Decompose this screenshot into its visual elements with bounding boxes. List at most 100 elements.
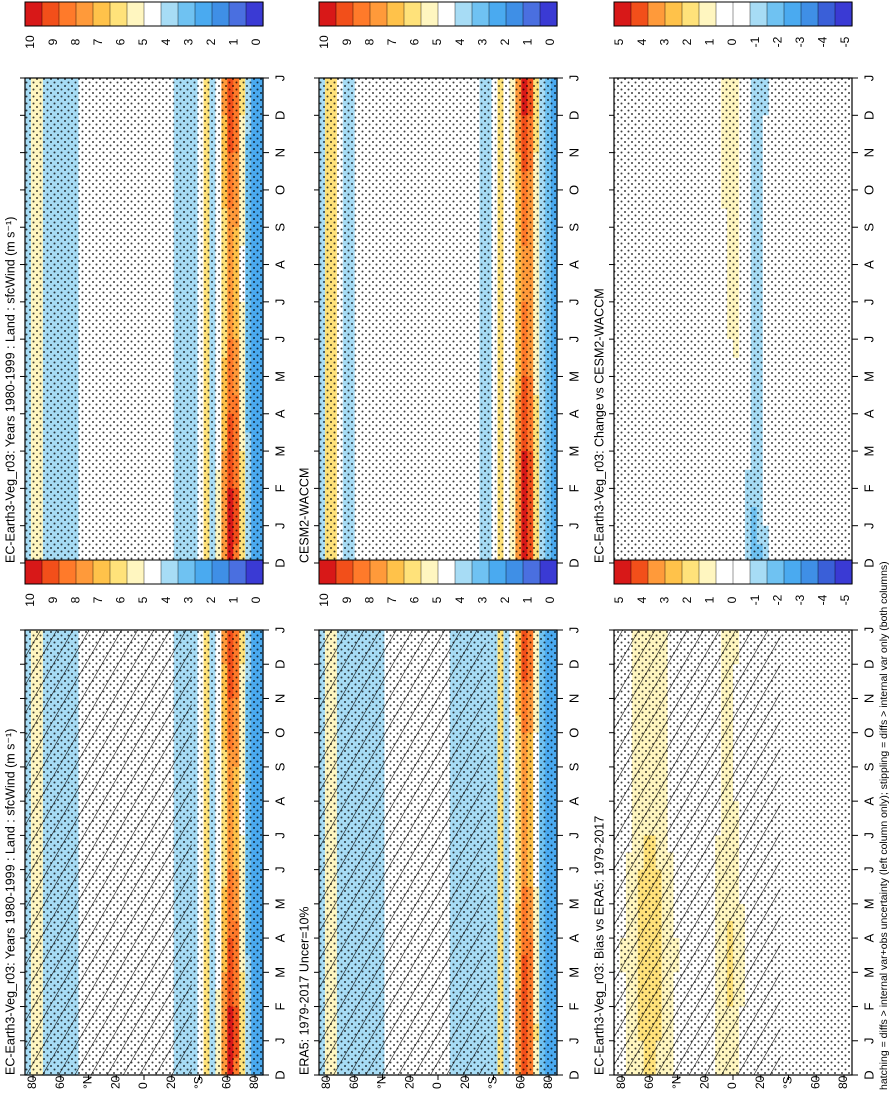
month-label: J bbox=[566, 336, 581, 343]
colorbar-swatch bbox=[75, 559, 94, 585]
month-label: J bbox=[861, 75, 876, 82]
colorbar-swatch bbox=[109, 559, 128, 585]
month-label: M bbox=[861, 371, 876, 382]
panel-change: DJFMAMJJASONDJ8060°N20020°S6080EC-Earth3… bbox=[592, 1, 876, 577]
colorbar-swatch bbox=[211, 559, 230, 585]
colorbar-swatch bbox=[318, 1, 337, 27]
hatching-overlay bbox=[25, 630, 192, 1075]
colorbar-label: 1 bbox=[227, 596, 241, 603]
month-label: M bbox=[566, 371, 581, 382]
month-label: O bbox=[861, 185, 876, 195]
month-label: J bbox=[272, 522, 287, 529]
colorbar-swatch bbox=[698, 1, 717, 27]
colorbar-label: 1 bbox=[703, 38, 717, 45]
month-label: F bbox=[272, 1003, 287, 1011]
colorbar-frame bbox=[318, 1, 558, 27]
month-label: M bbox=[861, 446, 876, 457]
month-label: N bbox=[272, 148, 287, 157]
colorbar-swatch bbox=[664, 1, 683, 27]
colorbar-swatch bbox=[369, 1, 388, 27]
colorbar-swatch bbox=[817, 1, 836, 27]
month-label: A bbox=[272, 409, 287, 418]
lat-label: 20 bbox=[164, 1075, 178, 1089]
panel-title: EC-Earth3-Veg_r03: Years 1980-1999 : Lan… bbox=[3, 729, 17, 1075]
colorbar-swatch bbox=[177, 559, 196, 585]
colorbar-swatch bbox=[454, 1, 473, 27]
colorbar-swatch bbox=[437, 1, 456, 27]
colorbar-swatch bbox=[732, 1, 751, 27]
colorbar-label: 6 bbox=[408, 38, 422, 45]
month-label: D bbox=[566, 558, 581, 567]
colorbar-label: 9 bbox=[46, 38, 60, 45]
panel-cesm2: DJFMAMJJASONDJ8060°N20020°S6080CESM2-WAC… bbox=[297, 1, 581, 577]
month-label: M bbox=[272, 967, 287, 978]
month-label: F bbox=[272, 484, 287, 492]
colorbar-label: -4 bbox=[816, 36, 830, 47]
colorbar-label: 2 bbox=[498, 38, 512, 45]
month-label: O bbox=[566, 185, 581, 195]
month-label: S bbox=[272, 762, 287, 771]
colorbar-label: 10 bbox=[23, 35, 37, 49]
colorbar-label: -1 bbox=[748, 36, 762, 47]
colorbar-label: 0 bbox=[543, 38, 557, 45]
month-label: J bbox=[272, 627, 287, 634]
colorbar-swatch bbox=[681, 1, 700, 27]
month-label: S bbox=[272, 223, 287, 232]
month-label: A bbox=[272, 260, 287, 269]
colorbar-label: 5 bbox=[612, 38, 626, 45]
colorbar-label: 9 bbox=[46, 596, 60, 603]
colorbar-swatch bbox=[58, 559, 77, 585]
month-label: J bbox=[272, 299, 287, 306]
colorbar-label: 3 bbox=[475, 38, 489, 45]
lat-label: °S bbox=[192, 1076, 206, 1089]
colorbar-label: 3 bbox=[181, 596, 195, 603]
month-label: M bbox=[272, 898, 287, 909]
month-label: D bbox=[272, 1070, 287, 1079]
colorbar-swatch bbox=[715, 1, 734, 27]
colorbar-label: 10 bbox=[317, 35, 331, 49]
colorbar-swatch bbox=[24, 559, 43, 585]
lat-label: 80 bbox=[25, 1075, 39, 1089]
colorbar: 10 9 8 7 6 5 4 3 2 1 0 bbox=[23, 1, 264, 49]
stippling-overlay bbox=[25, 78, 263, 563]
month-label: J bbox=[861, 336, 876, 343]
stippling-overlay bbox=[319, 78, 557, 563]
month-label: J bbox=[861, 522, 876, 529]
month-label: D bbox=[272, 660, 287, 669]
colorbar-swatch bbox=[800, 1, 819, 27]
colorbar-swatch bbox=[177, 1, 196, 27]
month-label: J bbox=[272, 75, 287, 82]
month-label: A bbox=[566, 260, 581, 269]
colorbar-swatch bbox=[539, 1, 558, 27]
colorbar: 10 9 8 7 6 5 4 3 2 1 0 bbox=[317, 1, 558, 49]
colorbar-label: 7 bbox=[385, 38, 399, 45]
colorbar-label: 5 bbox=[136, 38, 150, 45]
month-label: J bbox=[272, 1038, 287, 1045]
colorbar-swatch bbox=[783, 1, 802, 27]
colorbar-label: 8 bbox=[362, 38, 376, 45]
colorbar-swatch bbox=[75, 1, 94, 27]
colorbar-swatch bbox=[505, 1, 524, 27]
colorbar-swatch bbox=[647, 1, 666, 27]
colorbar-swatch bbox=[41, 559, 60, 585]
colorbar-label: 4 bbox=[159, 38, 173, 45]
colorbar-label: 4 bbox=[159, 596, 173, 603]
lat-label: 60 bbox=[53, 1075, 67, 1089]
colorbar-swatch bbox=[109, 1, 128, 27]
colorbar-label: 0 bbox=[249, 596, 263, 603]
colorbar-swatch bbox=[211, 1, 230, 27]
month-label: N bbox=[272, 694, 287, 703]
month-label: J bbox=[272, 336, 287, 343]
colorbar-swatch bbox=[228, 559, 247, 585]
colorbar-label: 0 bbox=[725, 38, 739, 45]
colorbar-label: 5 bbox=[136, 596, 150, 603]
colorbar-label: 3 bbox=[657, 38, 671, 45]
colorbar-label: 2 bbox=[204, 38, 218, 45]
colorbar-swatch bbox=[471, 1, 490, 27]
month-label: A bbox=[272, 933, 287, 942]
month-label: J bbox=[272, 832, 287, 839]
month-label: N bbox=[861, 148, 876, 157]
colorbar-swatch bbox=[92, 559, 111, 585]
colorbar-label: 2 bbox=[680, 38, 694, 45]
